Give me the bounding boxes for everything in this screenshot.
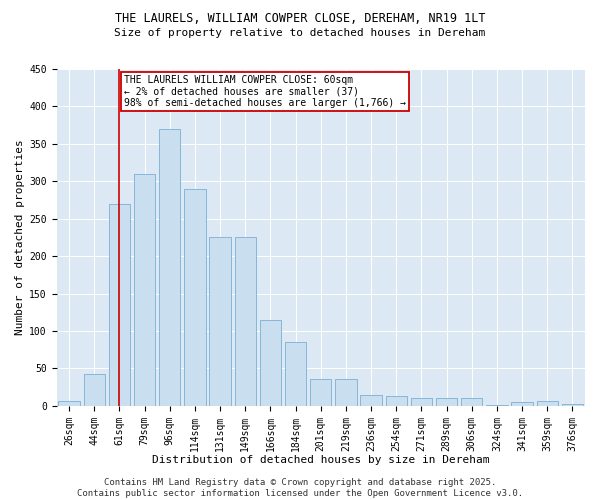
Bar [511, 402, 533, 406]
Bar [536, 402, 558, 406]
Bar [461, 398, 482, 406]
Bar [58, 400, 80, 406]
Bar [285, 342, 306, 406]
Text: THE LAURELS, WILLIAM COWPER CLOSE, DEREHAM, NR19 1LT: THE LAURELS, WILLIAM COWPER CLOSE, DEREH… [115, 12, 485, 26]
Text: Size of property relative to detached houses in Dereham: Size of property relative to detached ho… [115, 28, 485, 38]
Bar [134, 174, 155, 406]
Bar [411, 398, 432, 406]
Bar [109, 204, 130, 406]
Bar [209, 238, 231, 406]
Text: THE LAURELS WILLIAM COWPER CLOSE: 60sqm
← 2% of detached houses are smaller (37): THE LAURELS WILLIAM COWPER CLOSE: 60sqm … [124, 75, 406, 108]
Bar [310, 379, 331, 406]
Bar [260, 320, 281, 406]
Bar [83, 374, 105, 406]
Bar [335, 379, 356, 406]
Bar [436, 398, 457, 406]
Y-axis label: Number of detached properties: Number of detached properties [15, 140, 25, 336]
Bar [235, 238, 256, 406]
Bar [159, 129, 181, 406]
Text: Contains HM Land Registry data © Crown copyright and database right 2025.
Contai: Contains HM Land Registry data © Crown c… [77, 478, 523, 498]
X-axis label: Distribution of detached houses by size in Dereham: Distribution of detached houses by size … [152, 455, 490, 465]
Bar [361, 394, 382, 406]
Bar [486, 405, 508, 406]
Bar [562, 404, 583, 406]
Bar [386, 396, 407, 406]
Bar [184, 189, 206, 406]
